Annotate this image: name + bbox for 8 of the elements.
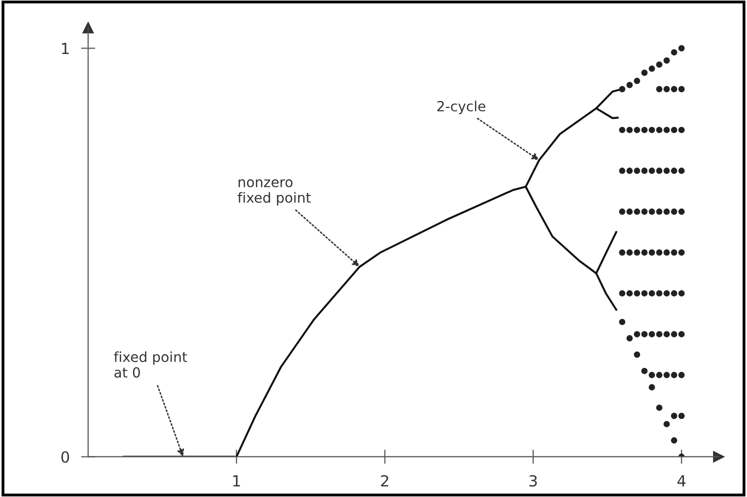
x-tick-label: 1 <box>233 475 240 486</box>
annotation: fixed point at 0 <box>114 351 188 378</box>
x-tick-label: 3 <box>529 475 537 487</box>
y-tick-label: 0 <box>61 451 70 463</box>
annotation: 2-cycle <box>437 100 486 114</box>
annotation: nonzero fixed point <box>238 179 311 206</box>
x-tick-label: 4 <box>677 475 686 486</box>
x-tick-label: 2 <box>381 475 388 486</box>
